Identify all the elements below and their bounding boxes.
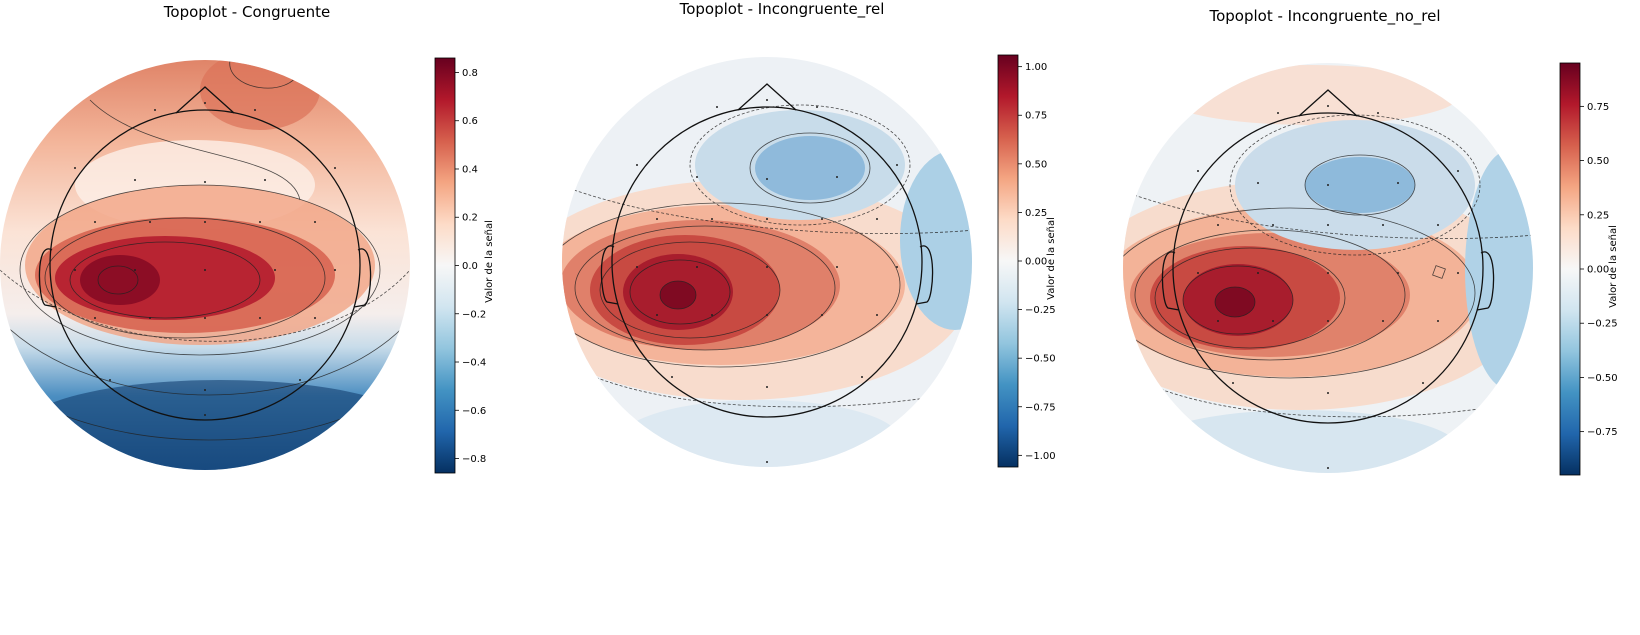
colorbar-tick-label: −1.00 bbox=[1025, 451, 1056, 462]
colorbar-incongruente-no-rel: 0.75 0.50 0.25 0.00 −0.25 −0.50 −0.75 bbox=[1559, 62, 1618, 476]
colorbar-tick-label: 0.75 bbox=[1025, 111, 1047, 122]
colorbar-gradient bbox=[434, 57, 456, 474]
colorbar-tick-label: 0.2 bbox=[462, 213, 478, 224]
title-incongruente-rel: Topoplot - Incongruente_rel bbox=[679, 0, 885, 18]
colorbar-tick-label: −0.6 bbox=[462, 406, 486, 417]
colorbar-label-incongruente-no-rel: Valor de la señal bbox=[1607, 225, 1619, 308]
colorbar-tick-label: 0.50 bbox=[1587, 156, 1609, 167]
colorbar-label-incongruente-rel: Valor de la señal bbox=[1045, 217, 1057, 300]
colorbar-tick-label: −0.50 bbox=[1587, 373, 1618, 384]
colorbar-tick-label: 0.00 bbox=[1587, 265, 1609, 276]
colorbar-tick-label: −0.50 bbox=[1025, 354, 1056, 365]
colorbar-tick-label: −0.4 bbox=[462, 358, 486, 369]
colorbar-tick-label: −0.8 bbox=[462, 454, 486, 465]
colorbar-gradient bbox=[1559, 62, 1581, 476]
title-congruente: Topoplot - Congruente bbox=[163, 3, 331, 21]
colorbar-congruente: 0.8 0.6 0.4 0.2 0.0 −0.2 −0.4 −0.6 −0.8 bbox=[434, 57, 486, 474]
title-incongruente-no-rel: Topoplot - Incongruente_no_rel bbox=[1209, 7, 1441, 25]
colorbar-tick-label: −0.75 bbox=[1025, 402, 1056, 413]
colorbar-tick-label: −0.75 bbox=[1587, 427, 1618, 438]
colorbar-tick-label: 0.50 bbox=[1025, 159, 1047, 170]
colorbar-tick-label: 0.8 bbox=[462, 68, 478, 79]
colorbar-tick-label: 0.0 bbox=[462, 261, 478, 272]
colorbar-tick-label: 0.00 bbox=[1025, 257, 1047, 268]
colorbar-tick-label: −0.25 bbox=[1025, 305, 1056, 316]
colorbar-tick-label: 0.4 bbox=[462, 164, 478, 175]
colorbar-tick-label: 1.00 bbox=[1025, 62, 1047, 73]
colorbar-tick-label: −0.25 bbox=[1587, 319, 1618, 330]
colorbar-label-congruente: Valor de la señal bbox=[483, 220, 495, 303]
colorbar-tick-label: −0.2 bbox=[462, 309, 486, 320]
colorbar-tick-label: 0.25 bbox=[1587, 210, 1609, 221]
colorbar-tick-label: 0.6 bbox=[462, 116, 478, 127]
colorbar-incongruente-rel: 1.00 0.75 0.50 0.25 0.00 −0.25 −0.50 −0.75 −1.00 bbox=[997, 54, 1056, 468]
colorbar-gradient bbox=[997, 54, 1019, 468]
colorbar-tick-label: 0.25 bbox=[1025, 208, 1047, 219]
colorbar-tick-label: 0.75 bbox=[1587, 102, 1609, 113]
